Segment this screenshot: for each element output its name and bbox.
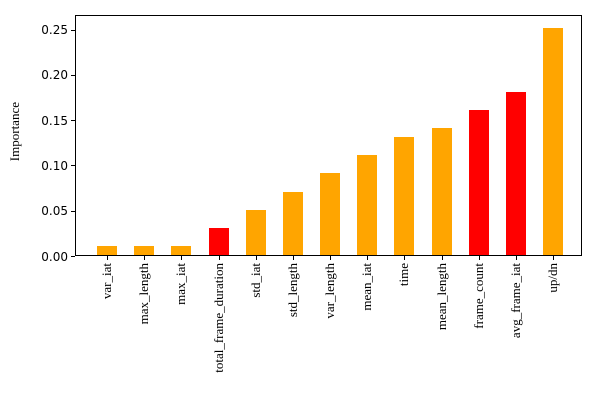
y-tick-mark [71, 29, 75, 31]
x-tick-label-var_length: var_length [321, 263, 337, 319]
x-tick-mark [107, 256, 108, 260]
x-tick-mark [144, 256, 146, 260]
bar-mean_length [431, 128, 452, 255]
y-tick-mark [71, 256, 75, 257]
bar-frame_count [468, 110, 489, 255]
bar-up/dn [543, 28, 564, 255]
y-tick-label: 0.05 [41, 204, 68, 219]
y-tick-label: 0.15 [41, 113, 68, 128]
bar-time [394, 137, 415, 255]
x-tick-mark [478, 256, 480, 260]
bar-var_iat [97, 246, 117, 255]
x-tick-mark [553, 256, 555, 260]
x-tick-label-std_length: std_length [284, 263, 300, 318]
y-tick-mark [71, 210, 75, 212]
x-tick-label-total_frame_duration: total_frame_duration [210, 263, 226, 373]
y-tick-mark [71, 165, 75, 167]
y-tick-mark [71, 74, 75, 76]
x-tick-mark [515, 256, 517, 260]
x-tick-mark [330, 256, 332, 260]
y-tick-label: 0.00 [41, 249, 68, 264]
x-tick-mark [255, 256, 257, 260]
x-tick-label-max_iat: max_iat [173, 263, 189, 305]
bar-std_length [282, 192, 303, 255]
x-tick-label-time: time [396, 263, 412, 287]
x-tick-mark [367, 256, 369, 260]
y-tick-label: 0.20 [41, 68, 68, 83]
x-tick-label-max_length: max_length [136, 263, 152, 325]
y-tick-mark [71, 120, 75, 122]
bar-total_frame_duration [208, 228, 229, 255]
plot-area [75, 15, 582, 256]
y-tick-label: 0.25 [41, 23, 68, 37]
x-tick-label-var_iat: var_iat [98, 263, 114, 300]
x-tick-label-std_iat: std_iat [247, 263, 263, 298]
x-tick-label-mean_iat: mean_iat [359, 263, 375, 311]
y-axis-title: Importance [7, 102, 22, 162]
x-tick-mark [181, 256, 183, 260]
y-tick-label: 0.10 [41, 158, 68, 173]
x-tick-label-frame_count: frame_count [470, 263, 486, 329]
bar-mean_iat [357, 155, 378, 255]
bar-var_length [320, 173, 341, 255]
x-tick-label-mean_length: mean_length [433, 263, 449, 331]
x-tick-mark [404, 256, 406, 260]
x-tick-label-avg_frame_iat: avg_frame_iat [507, 263, 523, 339]
x-tick-mark [292, 256, 294, 260]
bar-max_length [134, 246, 155, 255]
bar-std_iat [245, 210, 266, 255]
bar-avg_frame_iat [505, 92, 526, 255]
x-tick-mark [218, 256, 220, 260]
x-tick-mark [441, 256, 443, 260]
bar-max_iat [171, 246, 192, 255]
x-tick-label-up/dn: up/dn [544, 263, 560, 293]
